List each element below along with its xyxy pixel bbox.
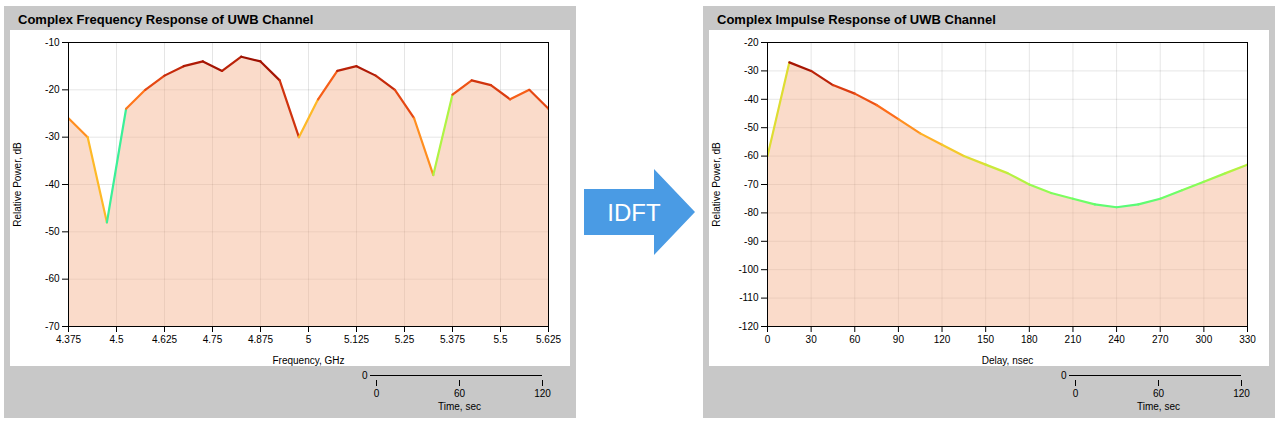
svg-text:5.5: 5.5: [494, 334, 508, 345]
svg-text:120: 120: [1233, 388, 1250, 399]
svg-text:210: 210: [1065, 334, 1082, 345]
svg-text:4.5: 4.5: [110, 334, 124, 345]
svg-text:-60: -60: [45, 273, 60, 284]
svg-text:-50: -50: [45, 226, 60, 237]
svg-text:-80: -80: [744, 207, 759, 218]
svg-text:0: 0: [765, 334, 771, 345]
svg-text:IDFT: IDFT: [607, 199, 661, 226]
svg-text:5.25: 5.25: [395, 334, 415, 345]
svg-text:60: 60: [454, 388, 466, 399]
svg-text:-110: -110: [739, 292, 759, 303]
svg-text:Time, sec: Time, sec: [438, 401, 481, 412]
svg-text:240: 240: [1108, 334, 1125, 345]
svg-text:120: 120: [534, 388, 551, 399]
svg-text:90: 90: [893, 334, 905, 345]
svg-text:-90: -90: [744, 236, 759, 247]
svg-text:330: 330: [1239, 334, 1256, 345]
svg-text:0: 0: [1061, 370, 1067, 381]
svg-text:5: 5: [306, 334, 312, 345]
svg-text:0: 0: [362, 370, 368, 381]
svg-text:-30: -30: [45, 131, 60, 142]
svg-text:-60: -60: [744, 150, 759, 161]
svg-text:Frequency, GHz: Frequency, GHz: [272, 355, 344, 366]
svg-text:-40: -40: [45, 179, 60, 190]
svg-text:180: 180: [1021, 334, 1038, 345]
html-text:Complex Impulse Response of UW: Complex Impulse Response of UWB Channel: [717, 12, 996, 27]
svg-text:Delay, nsec: Delay, nsec: [982, 355, 1034, 366]
svg-text:270: 270: [1152, 334, 1169, 345]
svg-text:Time, sec: Time, sec: [1137, 401, 1180, 412]
svg-text:4.75: 4.75: [203, 334, 223, 345]
svg-text:-70: -70: [744, 179, 759, 190]
svg-text:Relative Power, dB: Relative Power, dB: [12, 142, 23, 227]
svg-text:30: 30: [806, 334, 818, 345]
svg-text:150: 150: [977, 334, 994, 345]
svg-text:5.125: 5.125: [344, 334, 369, 345]
svg-text:300: 300: [1196, 334, 1213, 345]
svg-text:-120: -120: [738, 321, 758, 332]
svg-text:5.375: 5.375: [440, 334, 465, 345]
svg-text:Relative Power, dB: Relative Power, dB: [711, 142, 722, 227]
svg-text:-70: -70: [45, 321, 60, 332]
svg-text:4.625: 4.625: [152, 334, 177, 345]
svg-text:5.625: 5.625: [536, 334, 561, 345]
html-text:Complex Frequency Response of: Complex Frequency Response of UWB Channe…: [18, 12, 314, 27]
svg-text:120: 120: [934, 334, 951, 345]
svg-text:60: 60: [1153, 388, 1165, 399]
svg-text:-40: -40: [744, 94, 759, 105]
svg-text:0: 0: [374, 388, 380, 399]
svg-text:-20: -20: [45, 84, 60, 95]
svg-text:-100: -100: [738, 264, 758, 275]
svg-text:-30: -30: [744, 65, 759, 76]
svg-text:4.875: 4.875: [248, 334, 273, 345]
svg-text:-10: -10: [45, 37, 60, 48]
svg-text:60: 60: [849, 334, 861, 345]
svg-text:0: 0: [1073, 388, 1079, 399]
svg-text:-50: -50: [744, 122, 759, 133]
svg-text:4.375: 4.375: [56, 334, 81, 345]
svg-text:-20: -20: [744, 37, 759, 48]
